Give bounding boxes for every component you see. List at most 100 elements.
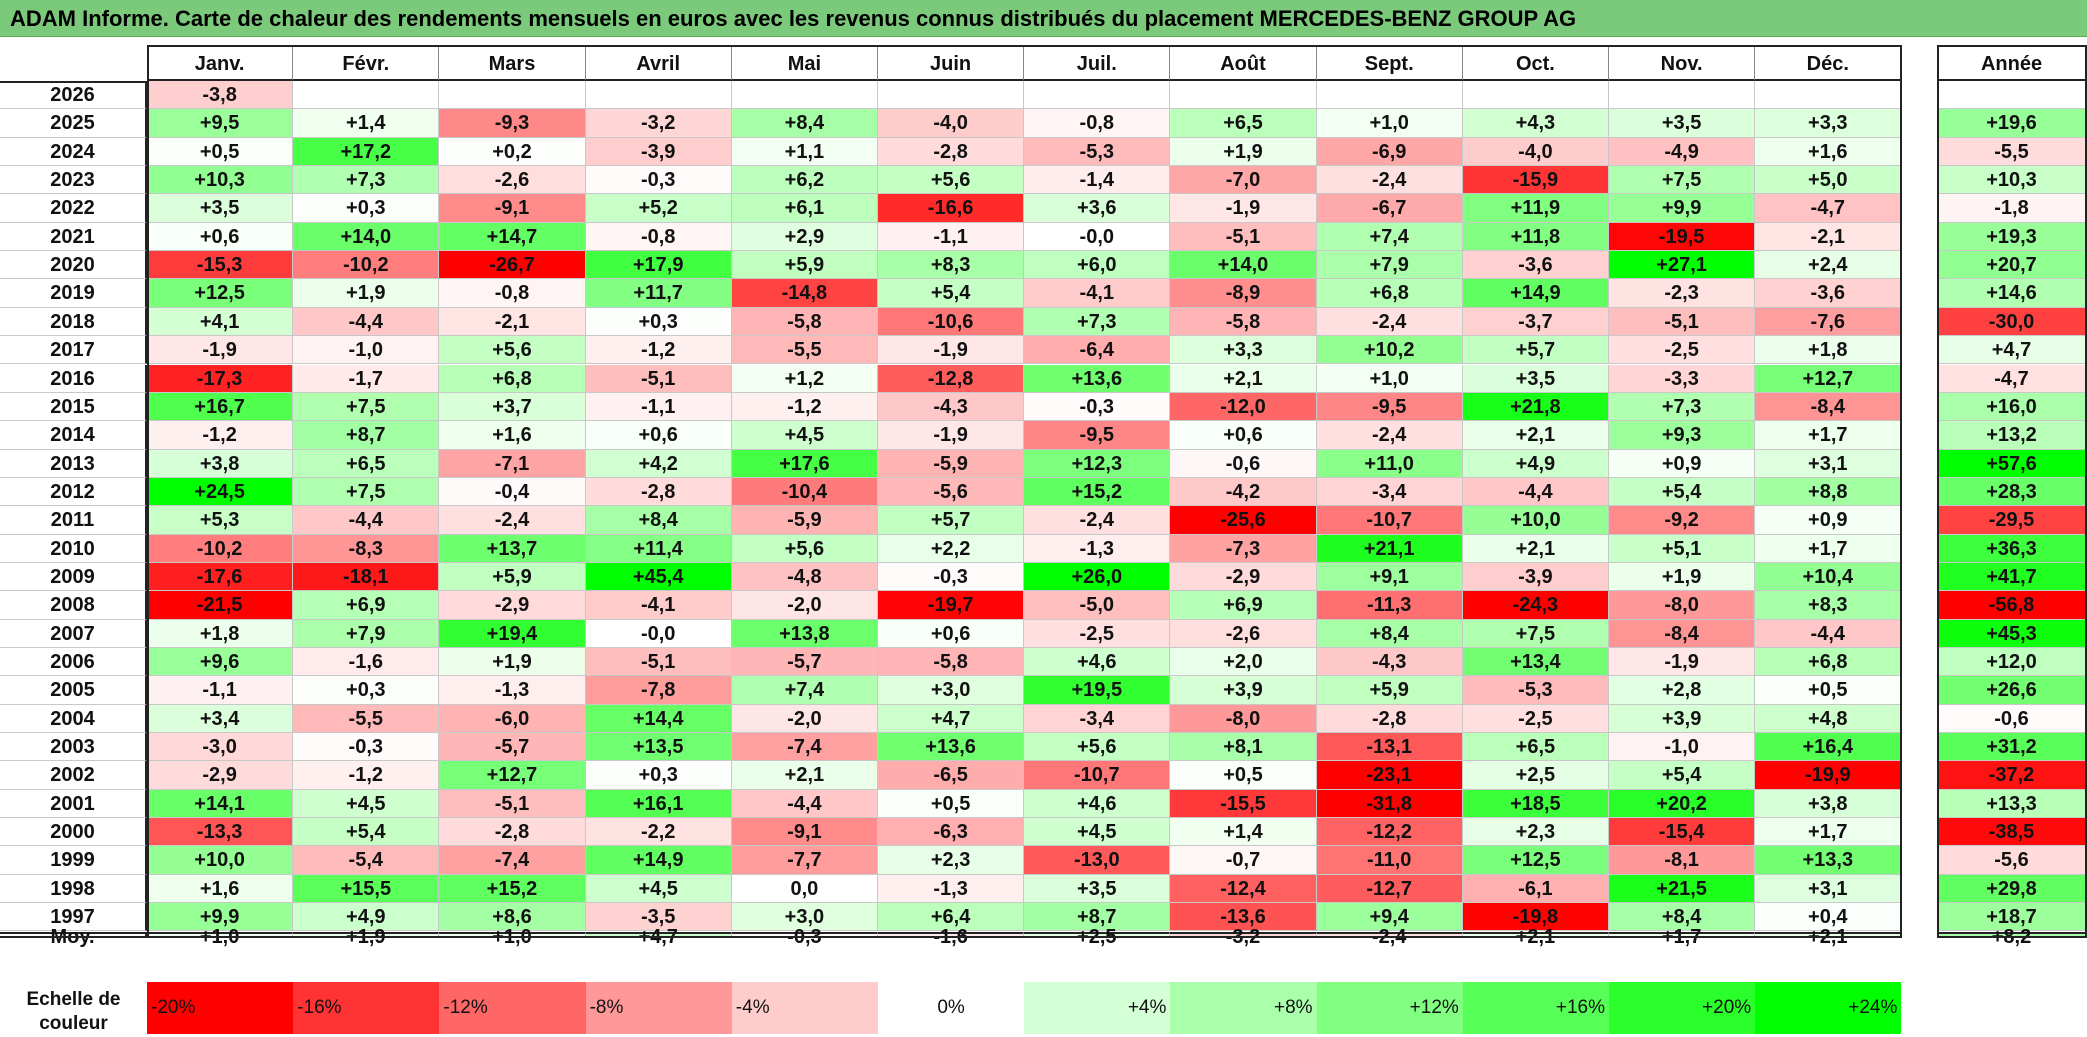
heatmap-cell: -5,1	[1609, 307, 1756, 337]
heatmap-cell: +11,0	[1316, 449, 1463, 478]
legend-swatch: +12%	[1316, 982, 1463, 1034]
heatmap-cell: +10,0	[1462, 506, 1609, 535]
heatmap-cell	[731, 81, 878, 110]
year-label: 2000	[0, 818, 147, 847]
heatmap-cell: -15,4	[1609, 818, 1756, 847]
heatmap-cell: +3,5	[1462, 364, 1609, 393]
page-title: ADAM Informe. Carte de chaleur des rende…	[0, 0, 2087, 37]
year-label: 2018	[0, 307, 147, 337]
heatmap-cell: -0,8	[585, 222, 732, 252]
heatmap-cell: +5,7	[878, 506, 1025, 535]
heatmap-cell: +13,7	[439, 534, 586, 563]
heatmap-cell: +8,4	[1609, 903, 1756, 932]
heatmap-cell: +5,6	[439, 336, 586, 365]
heatmap-cell: +1,0	[1316, 364, 1463, 393]
legend-swatch: +20%	[1609, 982, 1756, 1034]
month-header: Août	[1170, 47, 1317, 81]
heatmap-cell: -4,4	[1755, 619, 1902, 648]
month-header: Nov.	[1609, 47, 1756, 81]
heatmap-cell: +6,9	[293, 591, 440, 620]
heatmap-cell: +1,6	[147, 874, 294, 904]
year-label: 2003	[0, 733, 147, 762]
annual-cell: +41,7	[1937, 562, 2087, 592]
heatmap-cell: +0,9	[1609, 449, 1756, 478]
heatmap-cell: -0,3	[878, 562, 1025, 592]
heatmap-cell: -16,6	[878, 194, 1025, 223]
heatmap-cell: -3,9	[1462, 562, 1609, 592]
heatmap-cell: -2,9	[439, 591, 586, 620]
heatmap-cell: +4,2	[585, 449, 732, 478]
heatmap-cell	[1609, 81, 1756, 110]
heatmap-cell: +8,3	[878, 251, 1025, 280]
heatmap-cell: +1,9	[1609, 562, 1756, 592]
heatmap-cell	[1316, 81, 1463, 110]
year-label: 2004	[0, 704, 147, 734]
heatmap-cell: +11,9	[1462, 194, 1609, 223]
heatmap-cell: +4,9	[293, 903, 440, 932]
heatmap-cell: -5,8	[878, 648, 1025, 677]
heatmap-cell: -1,3	[878, 874, 1025, 904]
heatmap-cell: -2,8	[585, 477, 732, 507]
heatmap-cell: +3,1	[1755, 449, 1902, 478]
legend-swatch: +8%	[1170, 982, 1317, 1034]
heatmap-cell: -4,0	[878, 109, 1025, 138]
heatmap-cell: +6,9	[1170, 591, 1317, 620]
heatmap-cell: +11,7	[585, 279, 732, 308]
heatmap-cell: +4,5	[293, 789, 440, 819]
heatmap-cell: -12,4	[1170, 874, 1317, 904]
annual-cell: +20,7	[1937, 251, 2087, 280]
heatmap-cell: -19,7	[878, 591, 1025, 620]
heatmap-cell: -2,6	[439, 166, 586, 195]
legend-swatch: -8%	[585, 982, 732, 1034]
heatmap-cell: -12,8	[878, 364, 1025, 393]
annual-cell: -5,6	[1937, 846, 2087, 875]
heatmap-cell: +0,9	[1755, 506, 1902, 535]
heatmap-cell: -12,2	[1316, 818, 1463, 847]
heatmap-cell: -2,9	[147, 761, 294, 790]
heatmap-cell: +0,6	[878, 619, 1025, 648]
heatmap-cell: -0,3	[585, 166, 732, 195]
heatmap-cell: -13,1	[1316, 733, 1463, 762]
heatmap-cell: -2,1	[1755, 222, 1902, 252]
heatmap-cell: -5,1	[439, 789, 586, 819]
average-cell: +2,1	[1462, 927, 1609, 946]
year-label: 2021	[0, 222, 147, 252]
month-header: Avril	[585, 47, 732, 81]
heatmap-cell: +13,6	[1024, 364, 1171, 393]
heatmap-cell: -5,3	[1024, 137, 1171, 167]
heatmap-cell: +5,9	[731, 251, 878, 280]
year-label: 2010	[0, 534, 147, 563]
heatmap-cell: +21,1	[1316, 534, 1463, 563]
year-label: 2019	[0, 279, 147, 308]
heatmap-cell: -1,9	[878, 336, 1025, 365]
heatmap-cell: +5,4	[1609, 477, 1756, 507]
heatmap-cell: +0,5	[147, 137, 294, 167]
average-cell: +2,5	[1024, 927, 1171, 946]
heatmap-cell: -0,8	[439, 279, 586, 308]
annual-cell: -56,8	[1937, 591, 2087, 620]
annual-cell: +13,3	[1937, 789, 2087, 819]
heatmap-cell: +5,2	[585, 194, 732, 223]
heatmap-cell: +4,5	[731, 421, 878, 450]
heatmap-cell: -18,1	[293, 562, 440, 592]
heatmap-cell: +3,4	[147, 704, 294, 734]
heatmap-cell: +4,6	[1024, 648, 1171, 677]
heatmap-cell: +6,1	[731, 194, 878, 223]
heatmap-cell: +10,0	[147, 846, 294, 875]
heatmap-cell: +18,5	[1462, 789, 1609, 819]
annual-cell: +10,3	[1937, 166, 2087, 195]
heatmap-cell: +1,4	[293, 109, 440, 138]
heatmap-cell: -13,6	[1170, 903, 1317, 932]
heatmap-cell: -0,8	[1024, 109, 1171, 138]
heatmap-cell: -5,7	[731, 648, 878, 677]
heatmap-cell: -15,3	[147, 251, 294, 280]
heatmap-cell: +13,5	[585, 733, 732, 762]
heatmap-cell: -0,3	[1024, 392, 1171, 422]
heatmap-cell: +2,1	[731, 761, 878, 790]
heatmap-cell: +2,1	[1170, 364, 1317, 393]
heatmap-cell: -5,3	[1462, 676, 1609, 705]
heatmap-cell: +12,3	[1024, 449, 1171, 478]
heatmap-cell: +2,3	[878, 846, 1025, 875]
average-cell: +1,0	[147, 927, 294, 946]
heatmap-cell	[585, 81, 732, 110]
